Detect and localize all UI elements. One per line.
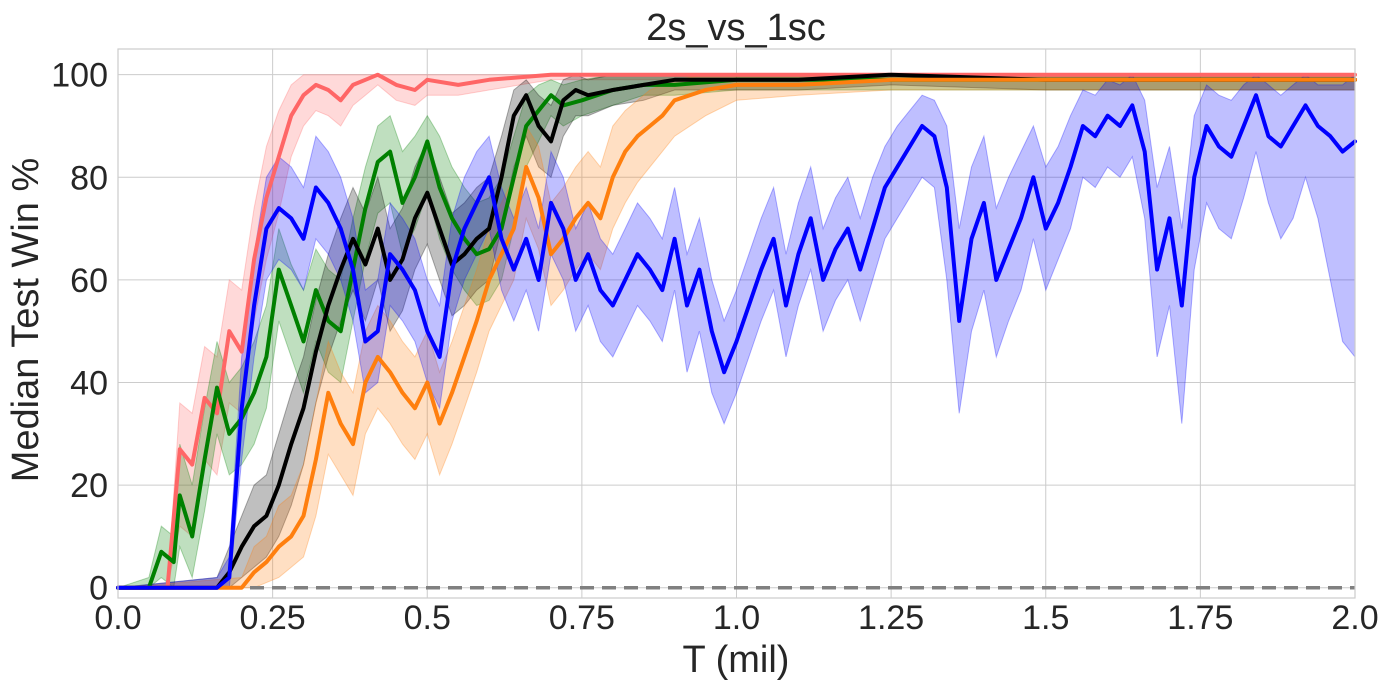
y-tick-label: 20 bbox=[70, 467, 108, 505]
x-axis-label: T (mil) bbox=[683, 639, 790, 681]
y-tick-label: 0 bbox=[89, 570, 108, 608]
y-tick-label: 40 bbox=[70, 365, 108, 403]
y-axis-label: Median Test Win % bbox=[5, 158, 47, 483]
x-tick-labels: 0.0 0.25 0.5 0.75 1.0 1.25 1.5 1.75 2.0 bbox=[94, 599, 1378, 637]
series-line-3 bbox=[116, 77, 1357, 590]
y-tick-label: 80 bbox=[70, 159, 108, 197]
series-line-0 bbox=[116, 72, 1357, 590]
chart-title: 2s_vs_1sc bbox=[646, 7, 826, 49]
series-line-4 bbox=[116, 93, 1357, 590]
x-tick-label: 2.0 bbox=[1331, 599, 1378, 637]
x-tick-label: 1.25 bbox=[858, 599, 924, 637]
x-tick-label: 1.0 bbox=[713, 599, 760, 637]
x-tick-label: 0.0 bbox=[94, 599, 141, 637]
y-tick-label: 100 bbox=[51, 57, 108, 95]
y-tick-label: 60 bbox=[70, 262, 108, 300]
x-tick-label: 0.25 bbox=[240, 599, 306, 637]
series-lines bbox=[116, 72, 1357, 590]
y-tick-labels: 0 20 40 60 80 100 bbox=[51, 57, 108, 608]
x-tick-label: 0.75 bbox=[549, 599, 615, 637]
plot-frame bbox=[117, 48, 1356, 599]
x-tick-label: 1.5 bbox=[1022, 599, 1069, 637]
x-tick-label: 1.75 bbox=[1167, 599, 1233, 637]
x-tick-label: 0.5 bbox=[404, 599, 451, 637]
